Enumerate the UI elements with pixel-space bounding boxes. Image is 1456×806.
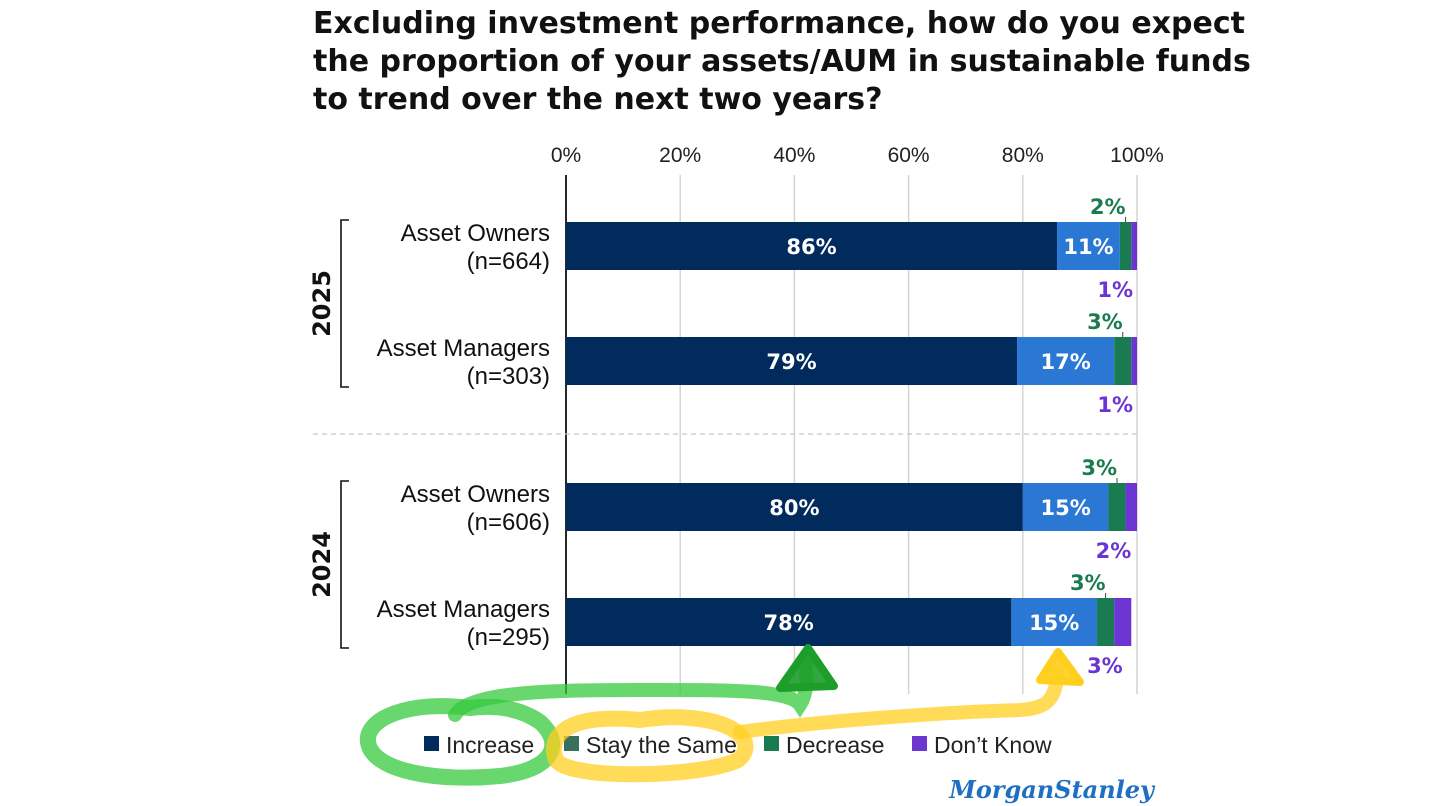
bar-value-label: 80% <box>769 496 819 520</box>
decrease-value-label: 3% <box>1087 310 1123 334</box>
title-line-3: to trend over the next two years? <box>313 82 883 117</box>
title-line-2: the proportion of your assets/AUM in sus… <box>313 44 1251 79</box>
bar-segment-increase <box>566 222 1058 270</box>
x-tick-label: 100% <box>1110 144 1164 167</box>
bar-segment-don-t-know <box>1131 337 1137 385</box>
bar-segment-stay-the-same <box>1011 598 1098 646</box>
bar-value-label: 11% <box>1063 235 1113 259</box>
year-bracket <box>340 219 349 388</box>
brand-logo: MorganStanley <box>948 775 1156 804</box>
yellow-circle-annotation <box>545 709 754 783</box>
decrease-value-label: 3% <box>1081 456 1117 480</box>
category-sample-size: (n=664) <box>467 248 550 275</box>
year-bracket <box>340 480 349 649</box>
category-sample-size: (n=303) <box>467 363 550 390</box>
bar-segment-stay-the-same <box>1017 337 1115 385</box>
bar-segment-decrease <box>1097 598 1115 646</box>
bar-segment-stay-the-same <box>1057 222 1120 270</box>
x-axis-ticks: 0% 20% 40% 60% 80% 100% <box>551 144 1164 167</box>
x-tick-label: 0% <box>551 144 581 167</box>
green-arrow-icon <box>776 644 838 692</box>
bar-value-label: 15% <box>1029 611 1079 635</box>
legend-swatch <box>912 736 927 751</box>
bar-segment-increase <box>566 598 1012 646</box>
bars <box>566 222 1137 646</box>
legend-swatch <box>424 736 439 751</box>
legend-label: Don’t Know <box>934 732 1052 758</box>
green-line-annotation <box>448 653 814 722</box>
category-label: Asset Managers <box>377 335 550 362</box>
year-groups: 2025 2024 <box>308 219 349 649</box>
x-tick-label: 20% <box>659 144 701 167</box>
yellow-line-annotation <box>733 665 1065 739</box>
legend-label: Stay the Same <box>586 732 737 758</box>
decrease-value-label: 2% <box>1090 195 1126 219</box>
bar-segment-don-t-know <box>1114 598 1132 646</box>
year-label-2025: 2025 <box>308 270 336 337</box>
bar-segment-increase <box>566 337 1018 385</box>
bar-segment-don-t-know <box>1131 222 1137 270</box>
brand-wordmark: MorganStanley <box>948 775 1156 804</box>
legend: Increase Stay the Same Decrease Don’t Know <box>424 732 1052 758</box>
bar-value-label: 79% <box>766 350 816 374</box>
yellow-arrow-icon <box>1036 648 1084 686</box>
chart-title: Excluding investment performance, how do… <box>313 6 1251 117</box>
bar-segment-decrease <box>1119 222 1132 270</box>
dont-know-value-label: 1% <box>1097 278 1133 302</box>
data-labels: 86% 11% 2% 1% 79% 17% 3% 1% 80% 15% 3% 2% 78% 15% 3% 3% <box>764 195 1133 678</box>
bar-value-label: 17% <box>1040 350 1090 374</box>
category-label: Asset Owners <box>401 220 550 247</box>
title-line-1: Excluding investment performance, how do… <box>313 6 1245 41</box>
bar-segment-don-t-know <box>1125 483 1137 531</box>
bar-segment-stay-the-same <box>1022 483 1109 531</box>
decrease-value-label: 3% <box>1070 571 1106 595</box>
x-tick-label: 80% <box>1002 144 1044 167</box>
legend-label: Decrease <box>786 732 884 758</box>
bar-value-label: 15% <box>1040 496 1090 520</box>
legend-label: Increase <box>446 732 534 758</box>
x-tick-label: 40% <box>773 144 815 167</box>
bar-value-label: 86% <box>786 235 836 259</box>
dont-know-value-label: 3% <box>1087 654 1123 678</box>
year-label-2024: 2024 <box>308 531 336 598</box>
bar-value-label: 78% <box>764 611 814 635</box>
category-label: Asset Managers <box>377 596 550 623</box>
dont-know-value-label: 1% <box>1097 393 1133 417</box>
bar-segment-decrease <box>1114 337 1132 385</box>
category-sample-size: (n=606) <box>467 509 550 536</box>
bar-segment-decrease <box>1108 483 1126 531</box>
dont-know-value-label: 2% <box>1096 539 1132 563</box>
category-sample-size: (n=295) <box>467 624 550 651</box>
bar-segment-increase <box>566 483 1023 531</box>
category-label: Asset Owners <box>401 481 550 508</box>
green-circle-annotation <box>359 698 561 786</box>
legend-swatch <box>764 736 779 751</box>
x-tick-label: 60% <box>888 144 930 167</box>
category-labels: Asset Owners(n=664)Asset Managers(n=303)… <box>377 220 550 651</box>
legend-swatch <box>564 736 579 751</box>
hand-drawn-annotations <box>359 644 1084 786</box>
